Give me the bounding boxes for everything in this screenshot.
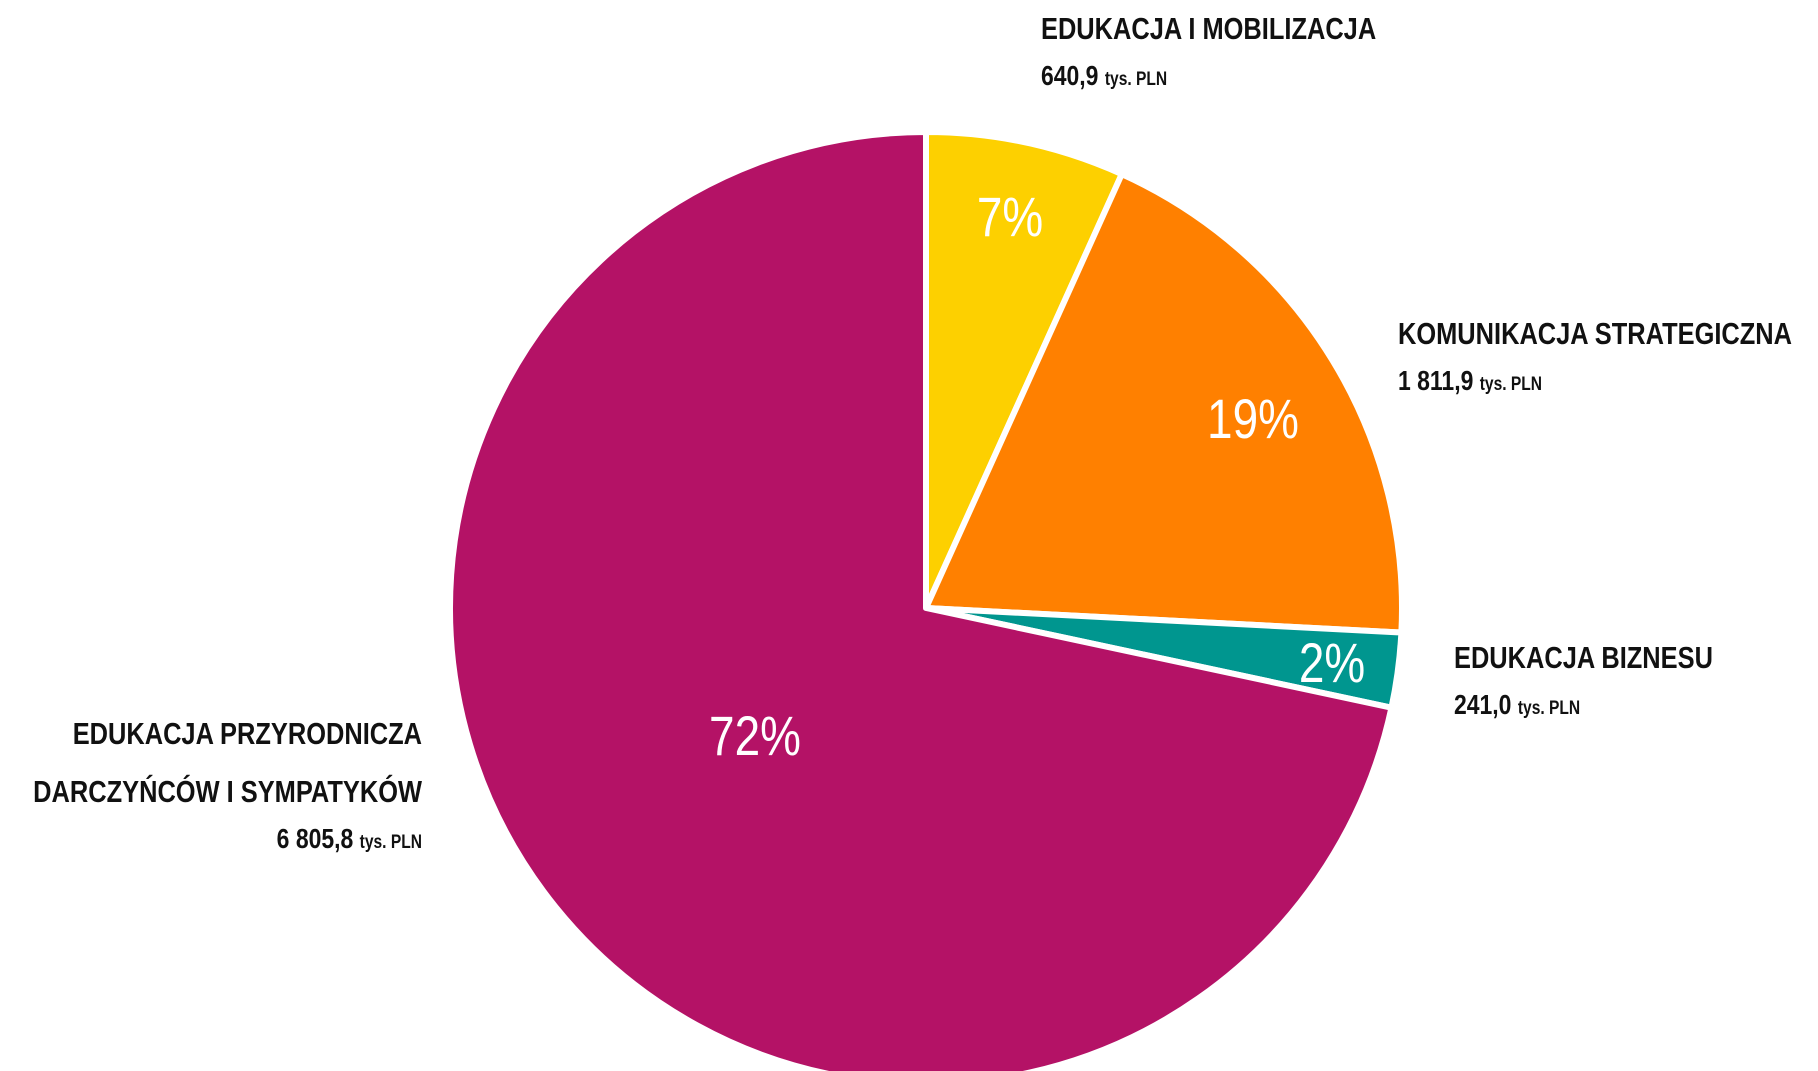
pie-slice <box>923 171 1405 636</box>
unit-label: tys. PLN <box>1104 69 1168 90</box>
slice-label: EDUKACJA BIZNESU 241,0 tys. PLN <box>1454 629 1818 727</box>
category-name: EDUKACJA I MOBILIZACJA <box>1041 11 1377 46</box>
percent-label: 7% <box>977 185 1043 247</box>
percent-label: 2% <box>1299 631 1365 693</box>
pie-slice <box>447 129 1395 1071</box>
value-line: 6 805,8 tys. PLN <box>0 821 422 861</box>
value-label: 1 811,9 <box>1398 365 1474 396</box>
value-line: 241,0 tys. PLN <box>1454 687 1818 727</box>
category-name: EDUKACJA BIZNESU <box>1454 640 1713 675</box>
percent-label: 72% <box>709 704 801 766</box>
category-name: KOMUNIKACJA STRATEGICZNA <box>1398 316 1793 351</box>
slice-label: KOMUNIKACJA STRATEGICZNA 1 811,9 tys. PLN <box>1398 305 1818 403</box>
slice-label: EDUKACJA I MOBILIZACJA 640,9 tys. PLN <box>1041 0 1615 98</box>
pie-slice <box>923 129 1125 611</box>
unit-label: tys. PLN <box>1479 374 1543 395</box>
value-label: 6 805,8 <box>276 823 354 854</box>
value-label: 241,0 <box>1454 689 1512 720</box>
value-line: 1 811,9 tys. PLN <box>1398 363 1818 403</box>
category-name: EDUKACJA PRZYRODNICZA DARCZYŃCÓW I SYMPA… <box>33 716 423 809</box>
unit-label: tys. PLN <box>359 832 422 853</box>
value-line: 640,9 tys. PLN <box>1041 58 1615 98</box>
slice-label: EDUKACJA PRZYRODNICZA DARCZYŃCÓW I SYMPA… <box>0 705 422 861</box>
percent-label: 19% <box>1207 387 1299 449</box>
unit-label: tys. PLN <box>1517 698 1581 719</box>
value-label: 640,9 <box>1041 60 1099 91</box>
